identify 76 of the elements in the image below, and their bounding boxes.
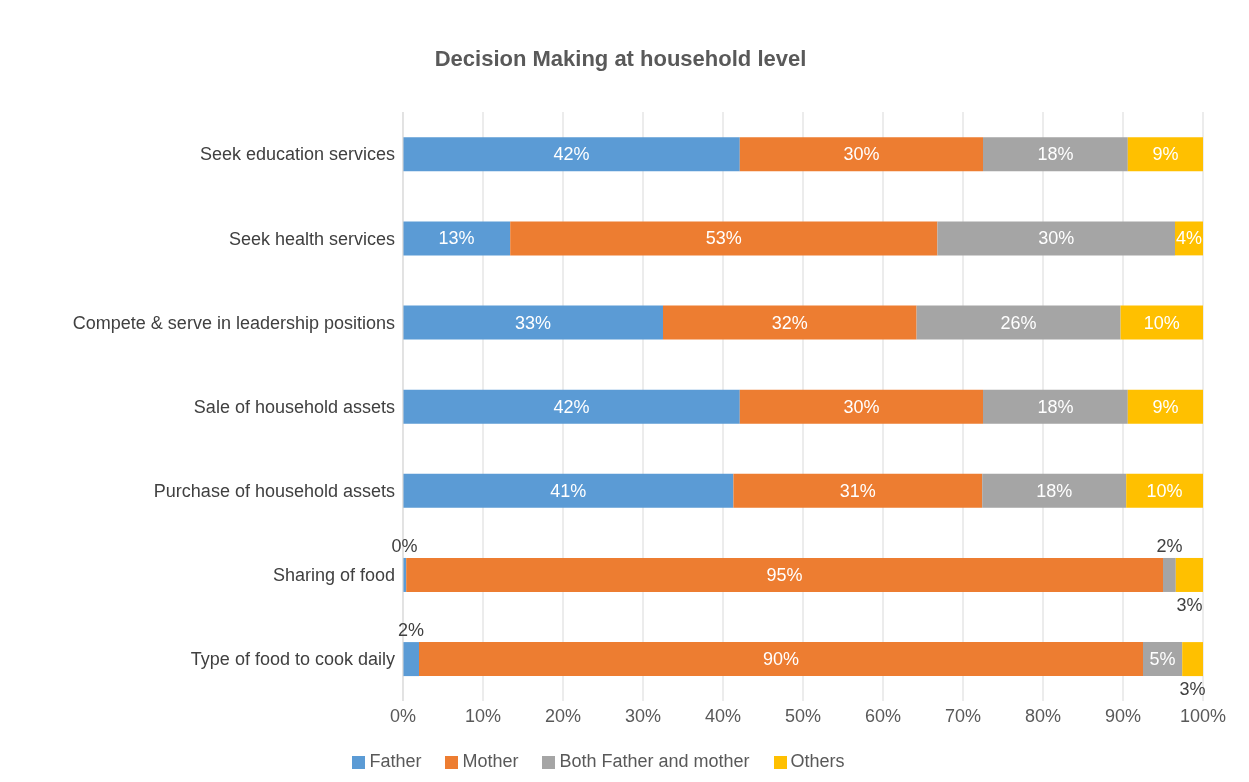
data-label: 5% [1149, 649, 1176, 670]
bar [406, 557, 1163, 592]
x-tick-label: 20% [544, 705, 582, 726]
bar [403, 642, 419, 677]
y-tick-label: Seek education services [199, 144, 395, 165]
bar [419, 642, 1143, 677]
x-tick-label: 10% [464, 705, 502, 726]
bar [983, 137, 1128, 172]
bar [739, 389, 983, 424]
x-tick-label: 0% [389, 705, 417, 726]
data-label: 9% [1152, 396, 1179, 417]
x-tick-label: 40% [704, 705, 742, 726]
data-label: 31% [839, 480, 876, 501]
x-tick-label: 90% [1104, 705, 1142, 726]
data-label: 32% [771, 312, 808, 333]
bar [663, 305, 917, 340]
bar [982, 473, 1127, 508]
bar [1126, 473, 1203, 508]
bar [1120, 305, 1203, 340]
data-label: 95% [766, 564, 803, 585]
data-label: 42% [553, 396, 590, 417]
bar [403, 389, 740, 424]
data-label: 3% [1179, 679, 1206, 700]
x-tick-label: 80% [1024, 705, 1062, 726]
data-label: 53% [705, 228, 742, 249]
data-label: 18% [1037, 396, 1074, 417]
bar [403, 221, 511, 256]
data-label: 30% [1038, 228, 1075, 249]
data-label: 4% [1175, 228, 1203, 249]
bar [916, 305, 1121, 340]
x-tick-label: 50% [784, 705, 822, 726]
data-label: 3% [1176, 594, 1203, 615]
data-label: 10% [1143, 312, 1180, 333]
bar [1127, 137, 1203, 172]
data-label: 33% [514, 312, 552, 333]
data-label: 2% [1156, 535, 1183, 556]
y-tick-label: Type of food to cook daily [190, 649, 395, 670]
x-tick-label: 60% [864, 705, 902, 726]
data-label: 9% [1152, 144, 1179, 165]
legend-label: Mother [462, 751, 519, 771]
data-label: 13% [438, 228, 475, 249]
legend-label: Father [369, 751, 422, 771]
bar [510, 221, 938, 256]
data-label: 42% [553, 144, 590, 165]
data-label: 41% [550, 480, 587, 501]
legend-label: Others [790, 751, 845, 771]
legend-label: Both Father and mother [559, 751, 750, 771]
bar [739, 137, 983, 172]
data-label: 30% [843, 396, 880, 417]
y-tick-label: Purchase of household assets [153, 481, 395, 502]
data-label: 26% [1000, 312, 1037, 333]
y-tick-label: Seek health services [228, 228, 395, 249]
bar [937, 221, 1175, 256]
bar [733, 473, 983, 508]
bar [1163, 557, 1176, 592]
data-label: 18% [1037, 144, 1074, 165]
bar [403, 137, 740, 172]
bar [983, 389, 1128, 424]
data-label: 18% [1036, 480, 1073, 501]
bar [1175, 557, 1203, 592]
y-tick-label: Compete & serve in leadership positions [72, 312, 395, 333]
x-tick-label: 30% [624, 705, 662, 726]
x-tick-label: 70% [944, 705, 982, 726]
y-tick-label: Sale of household assets [193, 396, 395, 417]
data-label: 10% [1146, 480, 1183, 501]
bar [403, 305, 663, 340]
data-label: 90% [762, 649, 800, 670]
y-tick-label: Sharing of food [272, 565, 395, 586]
bar [1182, 642, 1203, 677]
data-label: 2% [397, 620, 425, 641]
x-tick-label: 100% [1179, 705, 1227, 726]
data-label: 30% [843, 144, 880, 165]
chart-title: Decision Making at household level [433, 45, 808, 73]
bar [403, 473, 734, 508]
data-label: 0% [391, 535, 418, 556]
bar [1127, 389, 1203, 424]
